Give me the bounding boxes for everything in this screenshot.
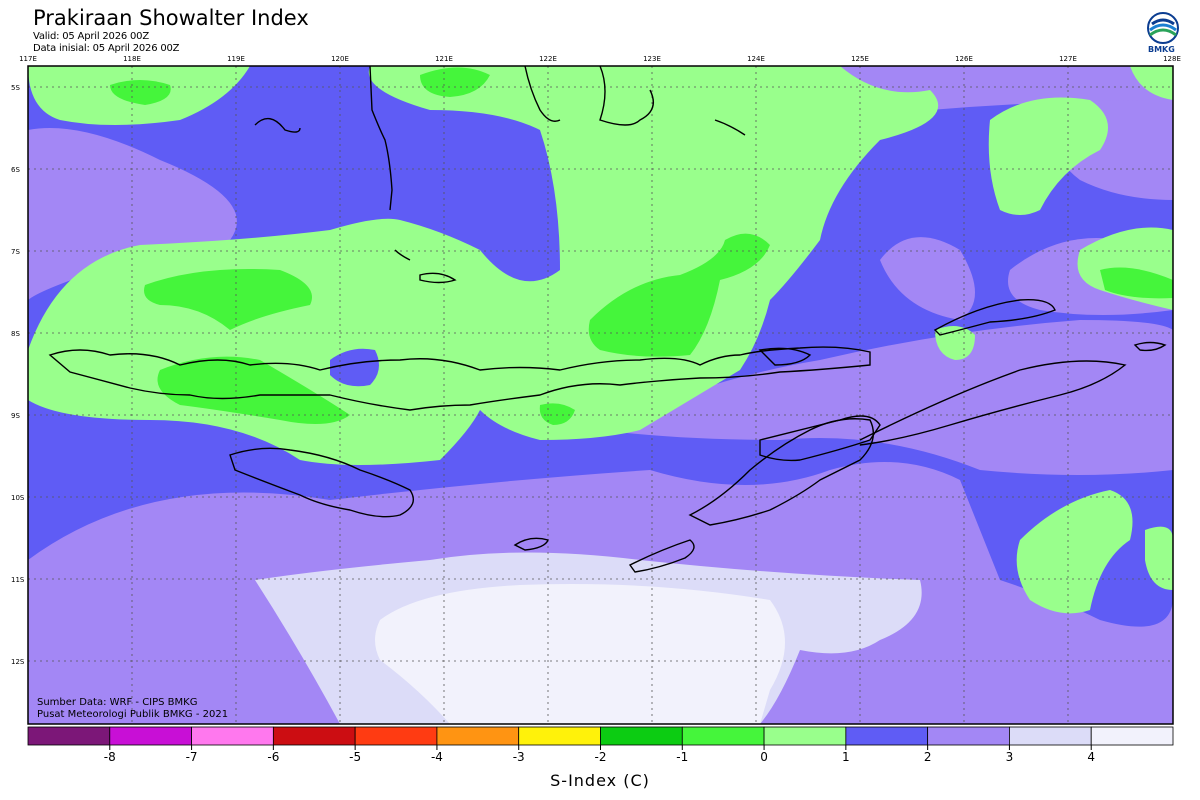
field-green-mid-3 (588, 233, 770, 357)
coast-sulawesi-s (369, 66, 393, 211)
lon-label: 125E (851, 55, 869, 63)
logo-label: BMKG (1148, 45, 1175, 54)
field-green-east-blob (988, 97, 1108, 215)
organization-credit: Pusat Meteorologi Publik BMKG - 2021 (37, 709, 229, 720)
field-green-mid-1 (144, 269, 312, 330)
initial-time: Data inisial: 05 April 2026 00Z (33, 43, 180, 54)
lat-label: 11S (11, 576, 25, 584)
lon-axis-labels: 117E 118E 119E 120E 121E 122E 123E 124E 125E 126E… (19, 55, 1181, 63)
coast-banda-isl (1133, 341, 1167, 352)
field-green-se2 (1145, 526, 1173, 590)
valid-time: Valid: 05 April 2026 00Z (33, 31, 149, 42)
coast-sawu (513, 537, 549, 551)
lon-label: 122E (539, 55, 557, 63)
lat-label: 6S (11, 166, 20, 174)
coast-timor-ridge (859, 360, 1127, 446)
coast-muna (599, 66, 654, 126)
lon-label: 128E (1163, 55, 1181, 63)
bmkg-logo-icon (1147, 12, 1179, 44)
coast-nw-isl (254, 117, 301, 133)
coast-rote (628, 539, 695, 573)
lon-label: 126E (955, 55, 973, 63)
lon-label: 124E (747, 55, 765, 63)
lat-label: 10S (11, 494, 25, 502)
field-green-se (1016, 490, 1133, 614)
lon-label: 120E (331, 55, 349, 63)
coast-wetar (933, 299, 1056, 336)
lon-label: 118E (123, 55, 141, 63)
field-lavender-east (880, 237, 975, 320)
field-lavender-southeast (600, 320, 1173, 475)
field-green-ne-corner (1130, 66, 1173, 100)
lon-label: 117E (19, 55, 37, 63)
contour-field (28, 66, 1173, 724)
coast-selayar (394, 249, 411, 261)
map-frame (27, 65, 1174, 725)
coast-ne-isl (714, 119, 746, 136)
field-green-mid-2 (157, 356, 350, 424)
field-lavender-west (28, 128, 237, 300)
field-green-mid-6 (539, 403, 575, 425)
lat-label: 9S (11, 412, 20, 420)
lon-label: 123E (643, 55, 661, 63)
lat-axis-labels: 5S 6S 7S 8S 9S 10S 11S 12S (11, 84, 25, 666)
lon-label: 119E (227, 55, 245, 63)
coast-buton (524, 66, 561, 122)
legend-title: S-Index (C) (550, 771, 650, 790)
field-blue-inset (330, 348, 379, 387)
lat-label: 8S (11, 330, 20, 338)
coast-sumbawa-bali (48, 346, 871, 411)
coast-alor (758, 347, 812, 366)
coast-flores-sea-isl (419, 272, 457, 284)
field-green-mid-4 (110, 80, 171, 105)
lon-label: 121E (435, 55, 453, 63)
lat-label: 5S (11, 84, 20, 92)
lat-label: 12S (11, 658, 25, 666)
field-green-mid-7 (1100, 267, 1173, 299)
field-paler (375, 584, 785, 724)
data-source-credit: Sumber Data: WRF - CIPS BMKG (37, 697, 198, 708)
lon-label: 127E (1059, 55, 1077, 63)
coastlines (48, 66, 1167, 573)
field-green-timor (935, 326, 975, 360)
map-title: Prakiraan Showalter Index (33, 6, 309, 30)
field-green-mid-5 (420, 67, 490, 97)
coast-sumba (229, 447, 414, 518)
lat-label: 7S (11, 248, 20, 256)
coast-timor (688, 418, 874, 526)
